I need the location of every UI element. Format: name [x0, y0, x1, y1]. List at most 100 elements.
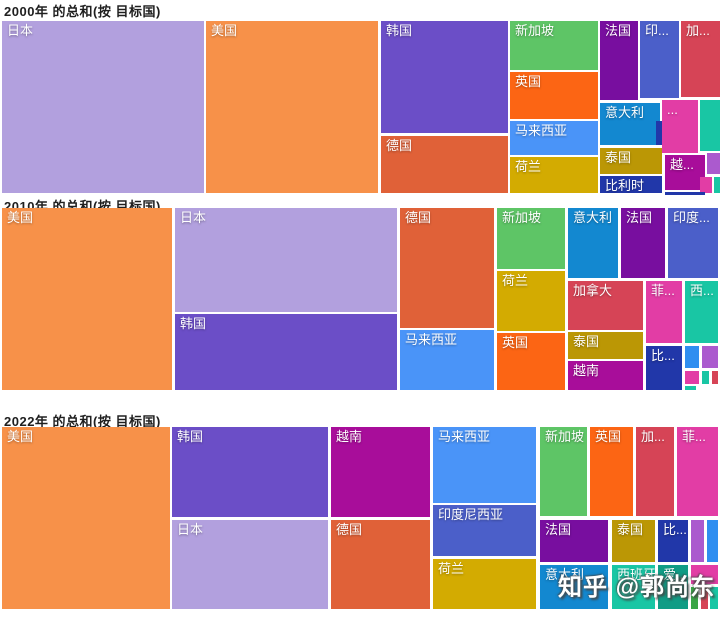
treemap-block-label: 爱...: [663, 567, 687, 582]
treemap-block: 日本: [172, 520, 328, 609]
treemap-block-label: 英国: [502, 335, 529, 350]
treemap-block: [685, 386, 696, 390]
treemap-block: [710, 587, 718, 609]
treemap-block-label: 印度...: [673, 210, 710, 225]
treemap-block-label: 新加坡: [515, 23, 555, 38]
treemap-block: [702, 346, 718, 368]
treemap-block-label: 比...: [651, 348, 675, 363]
treemap-block-label: 日本: [177, 522, 204, 537]
treemap-block: 新加坡: [540, 427, 587, 516]
treemap-2000-title: 2000年 的总和(按 目标国): [4, 4, 161, 19]
treemap-block: [691, 565, 718, 584]
treemap-block: 加拿大: [568, 281, 643, 330]
treemap-block: 西班牙: [612, 565, 655, 609]
treemap-block: [712, 371, 718, 384]
treemap-block-label: 日本: [180, 210, 207, 225]
treemap-block: 英国: [510, 72, 598, 119]
treemap-block-label: 比...: [663, 522, 687, 537]
treemap-block-label: 越南: [336, 429, 363, 444]
treemap-block: 印度尼西亚: [433, 505, 536, 556]
treemap-block-label: 比利时: [605, 178, 645, 193]
treemap-block: ...: [662, 100, 698, 153]
treemap-block-label: 韩国: [386, 23, 413, 38]
treemap-block: 韩国: [381, 21, 508, 133]
treemap-block: 意大利: [600, 103, 660, 145]
treemap-block: 美国: [2, 208, 172, 390]
treemap-block-label: 荷兰: [438, 561, 465, 576]
treemap-block: 菲...: [677, 427, 718, 516]
treemap-block: 马来西亚: [433, 427, 536, 503]
treemap-block: 加...: [636, 427, 674, 516]
treemap-block: 日本: [175, 208, 397, 312]
treemap-block-label: 日本: [7, 23, 34, 38]
treemap-block: 德国: [400, 208, 494, 328]
treemap-block: [700, 177, 712, 193]
treemap-block-label: 美国: [7, 429, 34, 444]
treemap-block: 韩国: [172, 427, 328, 517]
treemap-block: 越南: [331, 427, 430, 517]
treemap-block: 加...: [681, 21, 720, 97]
treemap-block: 意大利: [568, 208, 618, 278]
treemap-block: 马来西亚: [400, 330, 494, 390]
treemap-block: 菲...: [646, 281, 682, 343]
treemap-block-label: 印...: [645, 23, 669, 38]
treemap-block: [685, 346, 699, 368]
treemap-block-label: 法国: [545, 522, 572, 537]
treemap-block-label: 英国: [595, 429, 622, 444]
treemap-block: 比...: [658, 520, 688, 562]
treemap-block-label: 韩国: [180, 316, 207, 331]
treemap-block-label: 美国: [7, 210, 34, 225]
treemap-block: 英国: [497, 333, 565, 390]
treemap-block: [691, 520, 704, 562]
treemap-block: 荷兰: [497, 271, 565, 331]
treemap-block-label: 泰国: [617, 522, 644, 537]
treemap-block-label: 马来西亚: [438, 429, 491, 444]
treemap-block: [665, 192, 705, 195]
treemap-block-label: 英国: [515, 74, 542, 89]
treemap-block-label: 泰国: [573, 334, 600, 349]
treemap-block: 美国: [206, 21, 378, 193]
treemap-block-label: 菲...: [682, 429, 706, 444]
treemap-block-label: 西班牙: [617, 567, 655, 582]
treemap-block: 泰国: [600, 148, 662, 174]
treemap-block-label: 意大利: [573, 210, 613, 225]
treemap-block-label: 加拿大: [573, 283, 613, 298]
treemap-block-label: 法国: [605, 23, 632, 38]
treemap-block-label: 印度尼西亚: [438, 507, 504, 522]
treemap-block: 泰国: [568, 332, 643, 359]
treemap-block: 荷兰: [510, 157, 598, 193]
treemap-block: [714, 177, 720, 193]
treemap-block: 法国: [621, 208, 665, 278]
treemap-block-label: 新加坡: [502, 210, 542, 225]
treemap-block: [702, 371, 709, 384]
treemap-block-label: 法国: [626, 210, 653, 225]
treemap-block: 爱...: [658, 565, 688, 609]
treemap-block-label: 马来西亚: [515, 123, 568, 138]
treemap-block-label: 越南: [573, 363, 600, 378]
treemap-block: 马来西亚: [510, 121, 598, 155]
treemap-block: 荷兰: [433, 559, 536, 609]
treemap-block: 比利时: [600, 176, 662, 193]
treemap-block-label: 意大利: [605, 105, 645, 120]
treemap-block: 越...: [665, 155, 705, 190]
treemap-block-label: 意大利: [545, 567, 585, 582]
treemap-block: 西...: [685, 281, 718, 343]
treemap-block: [701, 587, 708, 609]
treemap-block-label: 新加坡: [545, 429, 585, 444]
treemap-block: [656, 121, 662, 145]
treemap-block: 法国: [600, 21, 638, 100]
treemap-block: 印度...: [668, 208, 718, 278]
treemap-block: [685, 371, 699, 384]
treemap-block-label: 德国: [405, 210, 432, 225]
treemap-block: 日本: [2, 21, 204, 193]
treemap-block: [700, 100, 720, 151]
treemap-block: 英国: [590, 427, 633, 516]
treemap-block: [691, 587, 698, 609]
treemap-block: 美国: [2, 427, 170, 609]
treemap-block-label: 泰国: [605, 150, 632, 165]
treemap-block-label: 加...: [686, 23, 710, 38]
treemap-block-label: 德国: [386, 138, 413, 153]
